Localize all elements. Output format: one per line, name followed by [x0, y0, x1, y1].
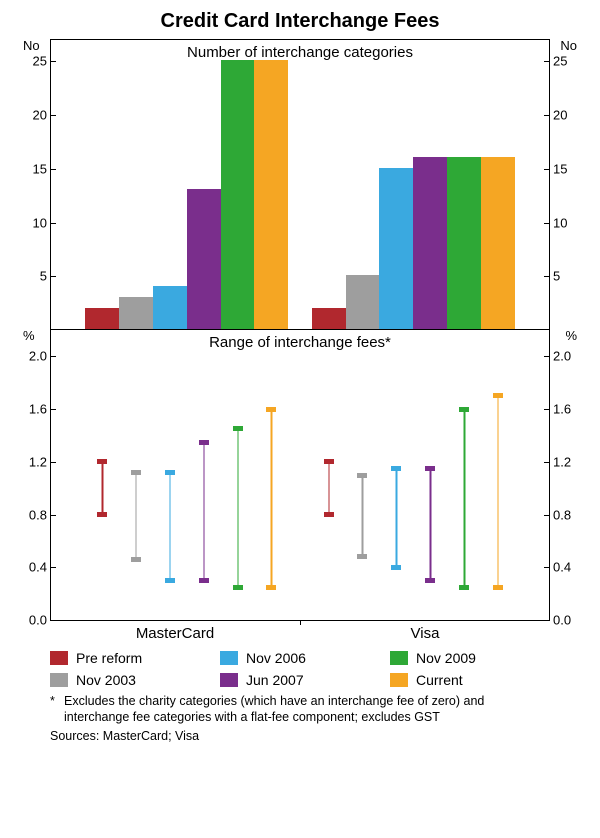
tick-mark [544, 223, 549, 224]
ytick-left: 2.0 [17, 349, 47, 364]
y-unit-right-1: No [560, 38, 577, 53]
tick-mark [51, 223, 56, 224]
bar-visa-jun_2007 [413, 157, 447, 329]
y-unit-left-1: No [23, 38, 40, 53]
xlabel-mastercard: MasterCard [50, 625, 300, 642]
legend-swatch [50, 651, 68, 665]
tick-mark [544, 276, 549, 277]
panel2-subtitle: Range of interchange fees* [51, 334, 549, 351]
legend-swatch [390, 651, 408, 665]
legend-swatch [220, 673, 238, 687]
ytick-left: 15 [17, 161, 47, 176]
panel-categories: No No Number of interchange categories 5… [51, 40, 549, 330]
tick-mark [51, 276, 56, 277]
tick-mark [544, 620, 549, 621]
bar-visa-nov_2006 [379, 168, 413, 329]
plot-area-2: 0.00.00.40.40.80.81.21.21.61.62.02.0 [51, 330, 549, 620]
tick-mark [544, 567, 549, 568]
ytick-right: 0.4 [553, 560, 583, 575]
ytick-right: 2.0 [553, 349, 583, 364]
panel-ranges: % % Range of interchange fees* 0.00.00.4… [51, 330, 549, 620]
legend-swatch [50, 673, 68, 687]
panels: No No Number of interchange categories 5… [50, 39, 550, 621]
legend-swatch [390, 673, 408, 687]
tick-mark [544, 462, 549, 463]
ytick-right: 25 [553, 54, 583, 69]
footnote: * Excludes the charity categories (which… [50, 694, 550, 725]
tick-mark [51, 620, 56, 621]
bar-visa-pre_reform [312, 308, 346, 329]
bar-mastercard-nov_2003 [119, 297, 153, 329]
bar-visa-nov_2009 [447, 157, 481, 329]
bar-mastercard-nov_2006 [153, 286, 187, 329]
legend-swatch [220, 651, 238, 665]
ytick-left: 10 [17, 215, 47, 230]
tick-mark [544, 169, 549, 170]
bar-mastercard-pre_reform [85, 308, 119, 329]
tick-mark [544, 115, 549, 116]
ytick-right: 0.0 [553, 613, 583, 628]
legend-item-nov_2003: Nov 2003 [50, 672, 210, 688]
ytick-left: 5 [17, 269, 47, 284]
plot-area-1: 551010151520202525 [51, 40, 549, 329]
legend-item-current: Current [390, 672, 550, 688]
legend-label: Current [416, 672, 463, 688]
ytick-left: 1.6 [17, 402, 47, 417]
center-tick [300, 620, 301, 625]
tick-mark [51, 115, 56, 116]
footnote-text: Excludes the charity categories (which h… [64, 694, 550, 725]
legend-item-nov_2006: Nov 2006 [220, 650, 380, 666]
tick-mark [51, 169, 56, 170]
ytick-left: 0.0 [17, 613, 47, 628]
legend-label: Jun 2007 [246, 672, 304, 688]
tick-mark [51, 61, 56, 62]
legend-label: Nov 2003 [76, 672, 136, 688]
legend-item-jun_2007: Jun 2007 [220, 672, 380, 688]
ytick-left: 25 [17, 54, 47, 69]
y-unit-left-2: % [23, 328, 35, 343]
legend-label: Nov 2006 [246, 650, 306, 666]
tick-mark [544, 515, 549, 516]
y-unit-right-2: % [565, 328, 577, 343]
bar-visa-nov_2003 [346, 275, 380, 329]
tick-mark [544, 409, 549, 410]
ytick-right: 20 [553, 108, 583, 123]
ytick-right: 5 [553, 269, 583, 284]
tick-mark [544, 356, 549, 357]
legend-label: Pre reform [76, 650, 142, 666]
ytick-left: 0.4 [17, 560, 47, 575]
bar-mastercard-nov_2009 [221, 60, 255, 329]
x-axis-labels: MasterCard Visa [50, 625, 550, 642]
bar-visa-current [481, 157, 515, 329]
tick-mark [51, 409, 56, 410]
xlabel-visa: Visa [300, 625, 550, 642]
chart-container: Credit Card Interchange Fees No No Numbe… [0, 0, 600, 753]
ytick-left: 20 [17, 108, 47, 123]
bar-mastercard-current [254, 60, 288, 329]
tick-mark [51, 567, 56, 568]
chart-title: Credit Card Interchange Fees [10, 10, 590, 33]
ytick-left: 0.8 [17, 507, 47, 522]
tick-mark [544, 61, 549, 62]
ytick-right: 0.8 [553, 507, 583, 522]
legend-label: Nov 2009 [416, 650, 476, 666]
legend-item-pre_reform: Pre reform [50, 650, 210, 666]
panel1-subtitle: Number of interchange categories [51, 44, 549, 61]
ytick-right: 10 [553, 215, 583, 230]
sources: Sources: MasterCard; Visa [50, 729, 550, 743]
legend-item-nov_2009: Nov 2009 [390, 650, 550, 666]
ytick-right: 15 [553, 161, 583, 176]
ytick-right: 1.6 [553, 402, 583, 417]
tick-mark [51, 356, 56, 357]
bar-mastercard-jun_2007 [187, 189, 221, 329]
tick-mark [51, 515, 56, 516]
tick-mark [51, 462, 56, 463]
footnote-star: * [50, 694, 64, 725]
ytick-right: 1.2 [553, 454, 583, 469]
legend: Pre reform Nov 2006 Nov 2009 Nov 2003 Jun 20… [50, 650, 550, 688]
ytick-left: 1.2 [17, 454, 47, 469]
